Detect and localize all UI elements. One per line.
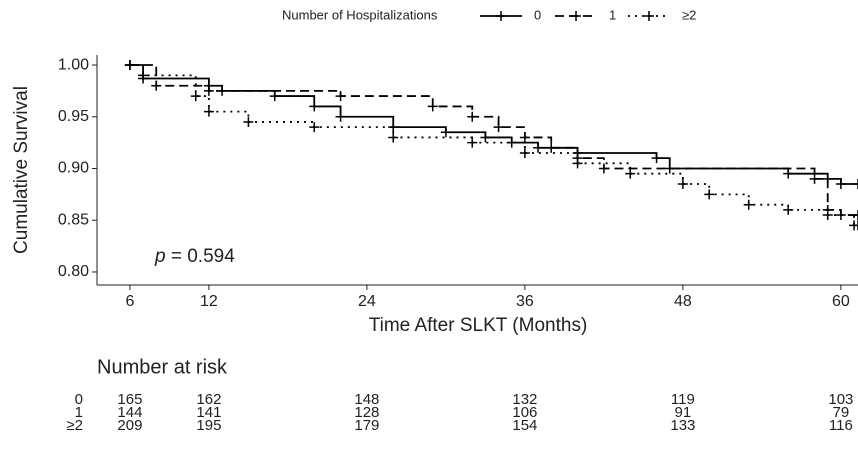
risk-count: 91 bbox=[675, 404, 692, 421]
risk-count: 128 bbox=[354, 404, 379, 421]
censor-mark bbox=[480, 132, 491, 143]
risk-count: 148 bbox=[354, 391, 379, 408]
censor-mark bbox=[427, 101, 438, 112]
censor-mark bbox=[243, 116, 254, 127]
legend-title: Number of Hospitalizations bbox=[282, 7, 438, 22]
legend-label: ≥2 bbox=[682, 7, 696, 22]
y-axis-label: Cumulative Survival bbox=[11, 86, 32, 254]
y-tick-label: 0.95 bbox=[58, 108, 89, 125]
censor-mark bbox=[335, 91, 346, 102]
x-tick-label: 48 bbox=[674, 293, 692, 310]
censor-mark bbox=[493, 122, 504, 133]
censor-mark bbox=[203, 85, 214, 96]
y-tick-label: 0.85 bbox=[58, 211, 89, 228]
risk-count: 144 bbox=[117, 404, 142, 421]
censor-mark bbox=[546, 142, 557, 153]
legend-marker bbox=[496, 11, 506, 21]
censor-mark bbox=[853, 210, 858, 221]
y-tick-label: 0.90 bbox=[58, 160, 89, 177]
risk-count: 79 bbox=[833, 404, 850, 421]
survival-curve bbox=[129, 64, 858, 185]
risk-count: 162 bbox=[196, 391, 221, 408]
censor-mark bbox=[519, 147, 530, 158]
censor-mark bbox=[783, 168, 794, 179]
risk-row-label: 0 bbox=[75, 391, 83, 408]
censor-mark bbox=[822, 210, 833, 221]
survival-curve bbox=[129, 64, 858, 216]
risk-count: 103 bbox=[828, 391, 853, 408]
risk-count: 154 bbox=[512, 417, 537, 434]
legend-label: 0 bbox=[534, 7, 541, 22]
censor-mark bbox=[440, 127, 451, 138]
censor-mark bbox=[190, 91, 201, 102]
p-value: p = 0.594 bbox=[154, 246, 235, 267]
censor-mark bbox=[388, 132, 399, 143]
censor-mark bbox=[743, 199, 754, 210]
risk-count: 132 bbox=[512, 391, 537, 408]
x-axis-label: Time After SLKT (Months) bbox=[369, 315, 588, 336]
x-tick-label: 6 bbox=[125, 293, 134, 310]
p-symbol: p bbox=[154, 246, 166, 267]
censor-mark bbox=[677, 179, 688, 190]
plot bbox=[124, 60, 858, 231]
censor-mark bbox=[809, 173, 820, 184]
censor-mark bbox=[388, 122, 399, 133]
risk-count: 141 bbox=[196, 404, 221, 421]
x-tick-label: 60 bbox=[832, 293, 850, 310]
censor-mark bbox=[835, 179, 846, 190]
risk-count: 106 bbox=[512, 404, 537, 421]
y-tick-label: 1.00 bbox=[58, 56, 89, 73]
censor-mark bbox=[467, 137, 478, 148]
censor-mark bbox=[853, 220, 858, 231]
censor-mark bbox=[853, 179, 858, 190]
risk-count: 179 bbox=[354, 417, 379, 434]
censor-mark bbox=[269, 91, 280, 102]
risk-count: 133 bbox=[670, 417, 695, 434]
censor-mark bbox=[309, 101, 320, 112]
risk-row-label: 1 bbox=[75, 404, 83, 421]
y-tick-label: 0.80 bbox=[58, 263, 89, 280]
censor-mark bbox=[625, 168, 636, 179]
x-tick-label: 12 bbox=[200, 293, 218, 310]
legend-label: 1 bbox=[609, 7, 616, 22]
risk-count: 209 bbox=[117, 417, 142, 434]
risk-count: 195 bbox=[196, 417, 221, 434]
legend-marker bbox=[644, 11, 654, 21]
censor-mark bbox=[533, 142, 544, 153]
x-tick-label: 24 bbox=[358, 293, 376, 310]
risk-count: 119 bbox=[671, 391, 695, 408]
risk-count: 116 bbox=[829, 417, 853, 434]
censor-mark bbox=[151, 80, 162, 91]
censor-mark bbox=[651, 153, 662, 164]
censor-mark bbox=[704, 189, 715, 200]
censor-mark bbox=[309, 122, 320, 133]
legend-marker bbox=[571, 11, 581, 21]
censor-mark bbox=[203, 106, 214, 117]
p-text: = 0.594 bbox=[171, 246, 235, 267]
censor-mark bbox=[519, 132, 530, 143]
censor-mark bbox=[124, 60, 135, 71]
censor-mark bbox=[572, 158, 583, 169]
risk-count: 165 bbox=[117, 391, 142, 408]
censor-mark bbox=[467, 111, 478, 122]
censor-mark bbox=[835, 210, 846, 221]
censor-mark bbox=[598, 163, 609, 174]
censor-mark bbox=[138, 70, 149, 81]
risk-title: Number at risk bbox=[97, 356, 228, 378]
censor-mark bbox=[335, 111, 346, 122]
x-tick-label: 36 bbox=[516, 293, 534, 310]
risk-row-label: ≥2 bbox=[66, 417, 83, 434]
censor-mark bbox=[783, 204, 794, 215]
